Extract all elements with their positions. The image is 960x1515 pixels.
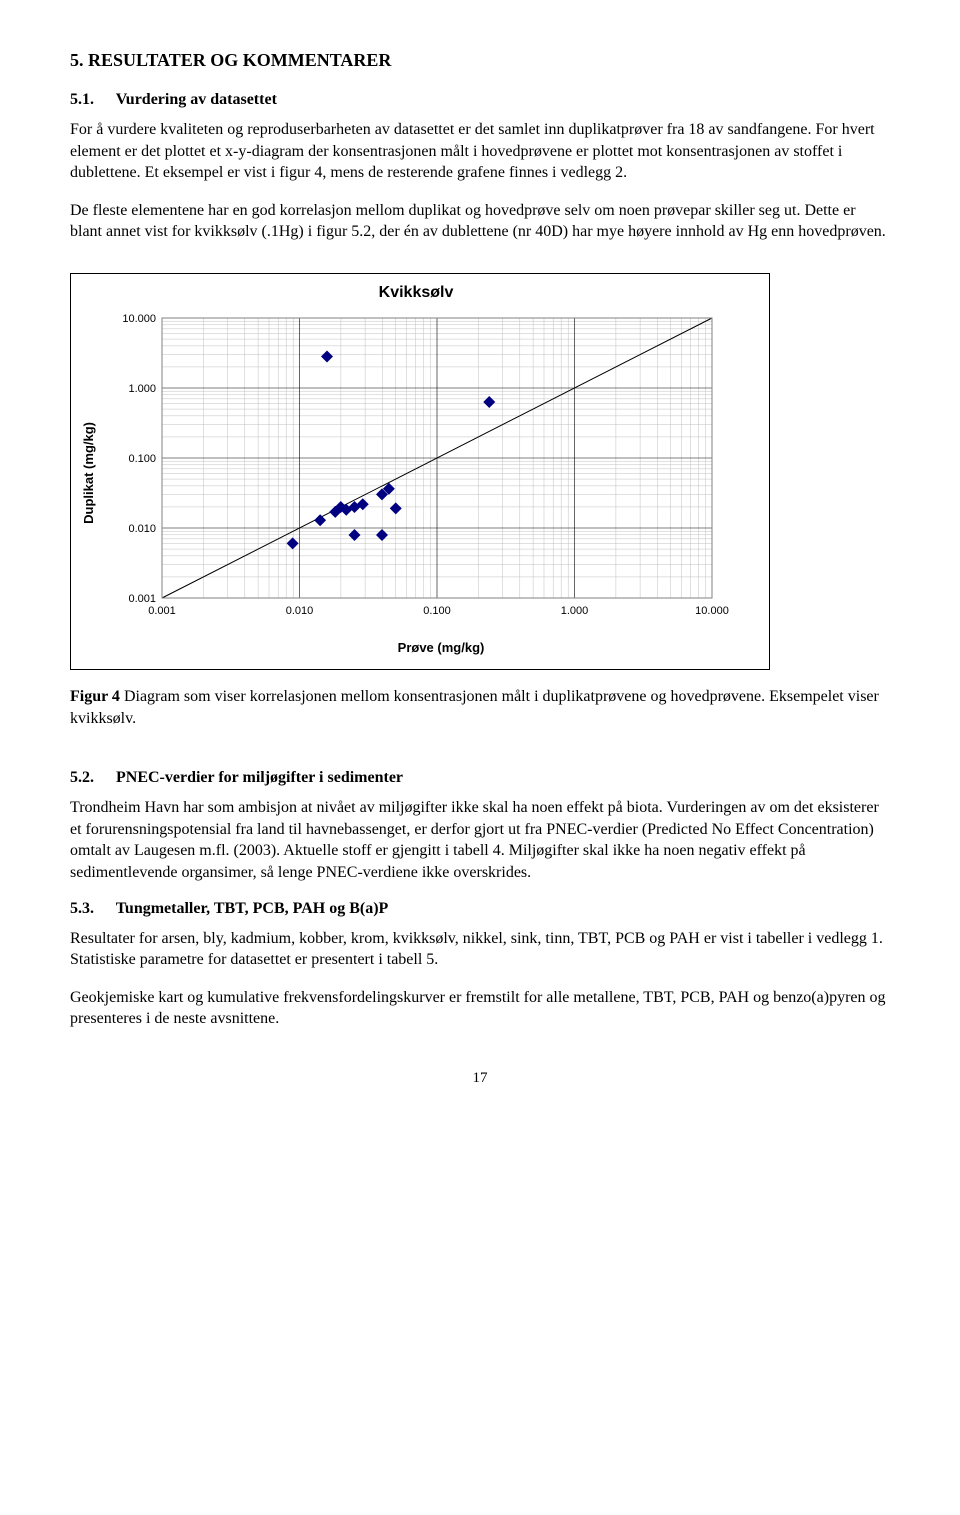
scatter-chart: 0.001 0.010 0.100 1.000 10.000 0.001 0.010 0.10… — [102, 308, 742, 638]
svg-text:0.001: 0.001 — [148, 605, 176, 617]
chart-ylabel: Duplikat (mg/kg) — [81, 422, 96, 524]
subsection-5-2-heading: 5.2. PNEC-verdier for miljøgifter i sedi… — [70, 769, 890, 787]
svg-text:0.010: 0.010 — [128, 523, 156, 535]
subsection-5-3-title: Tungmetaller, TBT, PCB, PAH og B(a)P — [116, 900, 389, 917]
subsection-5-1-title: Vurdering av datasettet — [116, 91, 277, 108]
svg-text:0.010: 0.010 — [286, 605, 314, 617]
figure-4-caption: Figur 4 Diagram som viser korrelasjonen … — [70, 686, 890, 729]
svg-text:1.000: 1.000 — [561, 605, 589, 617]
page-number: 17 — [70, 1070, 890, 1087]
subsection-5-1-heading: 5.1. Vurdering av datasettet — [70, 91, 890, 109]
subsection-5-3-heading: 5.3. Tungmetaller, TBT, PCB, PAH og B(a)… — [70, 900, 890, 918]
subsection-5-2-title: PNEC-verdier for miljøgifter i sedimente… — [116, 769, 403, 786]
svg-text:0.001: 0.001 — [128, 593, 156, 605]
chart-xlabel: Prøve (mg/kg) — [131, 640, 751, 655]
paragraph-5-2-a: Trondheim Havn har som ambisjon at nivåe… — [70, 797, 890, 883]
paragraph-5-3-a: Resultater for arsen, bly, kadmium, kobb… — [70, 928, 890, 971]
paragraph-5-3-b: Geokjemiske kart og kumulative frekvensf… — [70, 987, 890, 1030]
paragraph-5-1-b: De fleste elementene har en god korrelas… — [70, 200, 890, 243]
subsection-5-1-num: 5.1. — [70, 91, 112, 109]
paragraph-5-1-a: For å vurdere kvaliteten og reproduserba… — [70, 119, 890, 184]
figure-4-caption-bold: Figur 4 — [70, 688, 120, 705]
svg-text:10.000: 10.000 — [122, 313, 156, 325]
svg-text:0.100: 0.100 — [423, 605, 451, 617]
figure-4-caption-text: Diagram som viser korrelasjonen mellom k… — [70, 688, 879, 727]
chart-container: Kvikksølv Duplikat (mg/kg) 0.001 0.010 0.1… — [70, 273, 770, 670]
figure-4-block: Kvikksølv Duplikat (mg/kg) 0.001 0.010 0.1… — [70, 273, 890, 670]
svg-text:1.000: 1.000 — [128, 383, 156, 395]
subsection-5-2-num: 5.2. — [70, 769, 112, 787]
chart-title: Kvikksølv — [81, 284, 751, 302]
svg-text:0.100: 0.100 — [128, 453, 156, 465]
section-5-heading: 5. RESULTATER OG KOMMENTARER — [70, 50, 890, 71]
svg-text:10.000: 10.000 — [695, 605, 729, 617]
subsection-5-3-num: 5.3. — [70, 900, 112, 918]
